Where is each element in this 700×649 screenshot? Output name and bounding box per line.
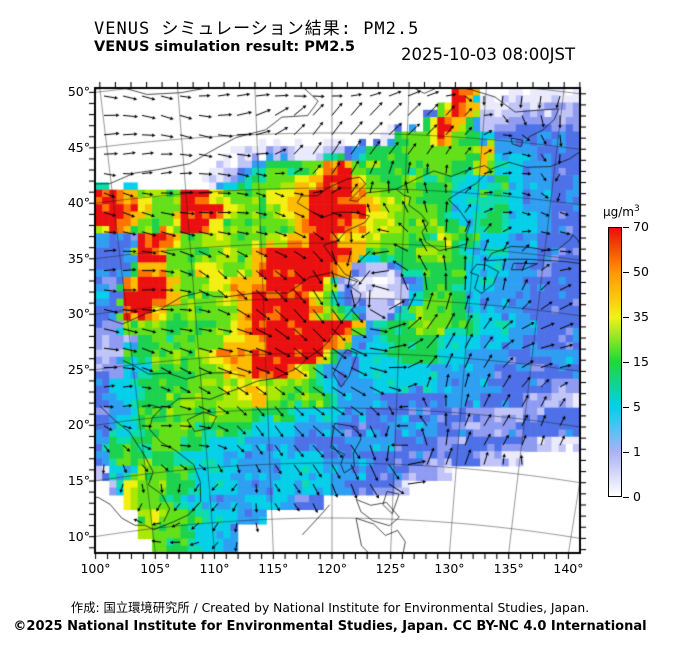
lon-tick-label: 135° xyxy=(493,561,524,576)
colorbar-tick xyxy=(623,226,629,228)
lon-tick-label: 130° xyxy=(434,561,465,576)
lon-tick-label: 110° xyxy=(199,561,230,576)
colorbar-tick-label: 1 xyxy=(633,444,641,459)
footer: 作成: 国立環境研究所 / Created by National Instit… xyxy=(0,598,660,634)
lat-tick-label: 50° xyxy=(67,84,90,100)
colorbar-tick xyxy=(623,451,629,453)
lat-tick-label: 15° xyxy=(67,472,90,488)
colorbar-tick xyxy=(623,361,629,363)
lat-tick-label: 25° xyxy=(67,361,90,377)
lat-tick-label: 45° xyxy=(67,139,90,155)
colorbar-tick-label: 5 xyxy=(633,399,641,414)
lon-tick-label: 100° xyxy=(80,561,111,576)
lat-tick-label: 30° xyxy=(67,306,90,322)
colorbar-tick-label: 35 xyxy=(633,309,649,324)
page-title-japanese: VENUS シミュレーション結果: PM2.5 xyxy=(94,19,420,39)
colorbar-tick xyxy=(623,496,629,498)
colorbar-tick-label: 0 xyxy=(633,489,641,504)
lat-tick-label: 20° xyxy=(67,417,90,433)
credit-line: 作成: 国立環境研究所 / Created by National Instit… xyxy=(70,601,590,615)
colorbar-tick xyxy=(623,406,629,408)
colorbar-tick-label: 70 xyxy=(633,219,649,234)
lat-tick-label: 10° xyxy=(67,528,90,544)
colorbar-unit-label: µg/m3 xyxy=(603,204,640,219)
lon-tick-label: 120° xyxy=(316,561,348,576)
lon-tick-label: 125° xyxy=(375,561,406,576)
colorbar-tick xyxy=(623,316,629,318)
colorbar-tick xyxy=(623,271,629,273)
page-title-english: VENUS simulation result: PM2.5 xyxy=(94,39,355,55)
copyright-line: ©2025 National Institute for Environment… xyxy=(13,619,647,634)
timestamp: 2025-10-03 08:00JST xyxy=(401,45,576,64)
lon-tick-label: 115° xyxy=(258,561,289,576)
lat-tick-label: 35° xyxy=(67,250,90,266)
lon-tick-label: 140° xyxy=(553,561,584,576)
colorbar-tick-label: 15 xyxy=(633,354,649,369)
lon-tick-label: 105° xyxy=(140,561,171,576)
colorbar-tick-label: 50 xyxy=(633,264,649,279)
colorbar-gradient xyxy=(608,227,622,497)
lat-tick-label: 40° xyxy=(67,195,90,211)
